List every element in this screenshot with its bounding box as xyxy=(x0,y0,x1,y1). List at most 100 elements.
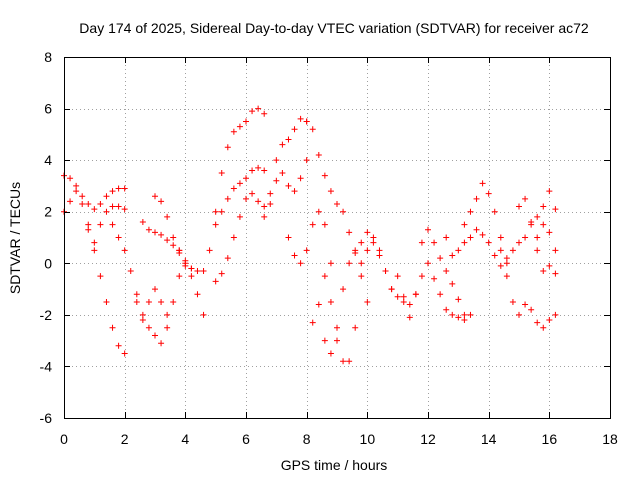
data-point xyxy=(291,252,298,259)
data-point xyxy=(315,301,322,308)
data-point xyxy=(109,203,116,210)
data-point xyxy=(121,247,128,254)
data-point xyxy=(236,213,243,220)
data-point xyxy=(522,234,529,241)
data-point xyxy=(418,239,425,246)
data-point xyxy=(121,350,128,357)
data-point xyxy=(467,234,474,241)
data-point xyxy=(85,200,92,207)
data-point xyxy=(418,273,425,280)
data-point xyxy=(340,358,347,365)
data-point xyxy=(370,234,377,241)
data-point xyxy=(400,293,407,300)
data-point xyxy=(382,268,389,275)
data-point xyxy=(224,144,231,151)
data-point xyxy=(73,188,80,195)
data-point xyxy=(449,280,456,287)
data-point xyxy=(509,298,516,305)
data-point xyxy=(443,234,450,241)
data-point xyxy=(249,167,256,174)
series-track xyxy=(309,273,359,365)
data-point xyxy=(243,118,249,125)
series-track xyxy=(516,195,559,277)
series-track xyxy=(212,164,268,228)
series-track xyxy=(85,221,128,357)
data-point xyxy=(121,206,128,213)
data-point xyxy=(139,317,146,324)
data-point xyxy=(103,208,110,215)
data-point xyxy=(267,190,274,197)
data-point xyxy=(346,358,353,365)
data-points xyxy=(61,105,559,365)
data-point xyxy=(315,151,322,158)
data-point xyxy=(455,296,462,303)
data-point xyxy=(346,260,353,267)
data-point xyxy=(473,195,480,202)
data-point xyxy=(291,126,298,133)
data-point xyxy=(261,203,268,210)
data-point xyxy=(279,141,286,148)
data-point xyxy=(158,298,165,305)
data-point xyxy=(303,157,310,164)
data-point xyxy=(522,301,529,308)
data-point xyxy=(467,311,474,318)
data-point xyxy=(285,234,292,241)
data-point xyxy=(285,136,292,143)
data-point xyxy=(327,260,334,267)
data-point xyxy=(516,311,522,318)
data-point xyxy=(224,255,231,262)
data-point xyxy=(285,182,292,189)
data-point xyxy=(352,324,359,331)
data-point xyxy=(152,193,158,200)
data-point xyxy=(400,298,407,305)
data-point xyxy=(97,273,104,280)
x-tick-label: 12 xyxy=(420,431,436,447)
data-point xyxy=(273,177,280,184)
data-point xyxy=(91,247,98,254)
data-point xyxy=(109,221,116,228)
data-point xyxy=(243,175,249,182)
data-point xyxy=(297,175,304,182)
series-track xyxy=(133,273,183,347)
series-track xyxy=(109,221,171,318)
data-point xyxy=(85,221,92,228)
data-point xyxy=(534,247,541,254)
y-tick-label: 8 xyxy=(44,49,52,65)
data-point xyxy=(261,213,268,220)
data-point xyxy=(443,306,450,313)
x-tick-label: 2 xyxy=(121,431,129,447)
data-point xyxy=(255,164,262,171)
data-point xyxy=(455,314,462,321)
data-point xyxy=(67,175,74,182)
data-point xyxy=(152,332,158,339)
x-tick-label: 18 xyxy=(602,431,618,447)
data-point xyxy=(297,260,304,267)
series-track xyxy=(321,229,395,357)
data-point xyxy=(340,208,347,215)
data-point xyxy=(364,229,371,236)
data-point xyxy=(467,208,474,215)
data-point xyxy=(431,275,438,282)
x-tick-label: 14 xyxy=(481,431,497,447)
series-track xyxy=(534,221,559,254)
series-track xyxy=(443,188,559,269)
y-tick-label: 4 xyxy=(44,152,52,168)
data-point xyxy=(443,268,450,275)
data-point xyxy=(230,128,237,135)
data-point xyxy=(327,298,334,305)
series-track xyxy=(303,118,371,305)
data-point xyxy=(431,239,438,246)
data-point xyxy=(79,200,86,207)
data-point xyxy=(164,237,171,244)
data-point xyxy=(188,273,195,280)
data-point xyxy=(315,208,322,215)
data-point xyxy=(170,242,177,249)
data-point xyxy=(139,219,146,226)
data-point xyxy=(485,239,492,246)
data-point xyxy=(461,317,468,324)
data-point xyxy=(133,291,140,298)
data-point xyxy=(491,208,498,215)
data-point xyxy=(255,105,262,112)
data-point xyxy=(145,324,152,331)
